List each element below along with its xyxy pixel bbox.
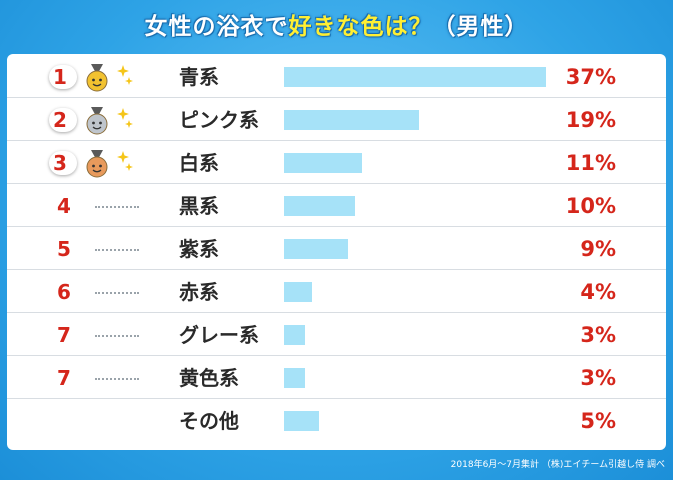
value-bar bbox=[284, 411, 319, 431]
rank-number: 4 bbox=[57, 194, 71, 218]
ranking-row: 7 黄色系 3% bbox=[7, 357, 666, 399]
category-label: 青系 bbox=[179, 65, 219, 89]
dotted-leader bbox=[95, 378, 139, 380]
ranking-row: 3 白系 11% bbox=[7, 142, 666, 184]
title-part-2: 好きな色は？ bbox=[288, 14, 433, 40]
value-label: 10% bbox=[565, 194, 616, 218]
value-bar bbox=[284, 196, 355, 216]
title-part-3: （男性） bbox=[432, 14, 529, 40]
value-bar bbox=[284, 153, 362, 173]
value-label: 37% bbox=[565, 65, 616, 89]
rank-number: 6 bbox=[57, 280, 71, 304]
value-bar bbox=[284, 67, 546, 87]
rank-number: 5 bbox=[57, 237, 71, 261]
chart-title: 女性の浴衣で好きな色は？（男性） bbox=[0, 4, 673, 50]
dotted-leader bbox=[95, 335, 139, 337]
value-label: 3% bbox=[580, 323, 616, 347]
rank-number: 3 bbox=[53, 151, 67, 175]
category-label: ピンク系 bbox=[179, 108, 259, 132]
ranking-panel: 1 青系 37% 2 ピンク系 19% 3 白系 11% 4 黒系 10% 5 紫系 9% 6 赤系 4% 7 グレー… bbox=[7, 54, 666, 450]
value-bar bbox=[284, 239, 348, 259]
value-bar bbox=[284, 325, 305, 345]
ranking-row: その他 5% bbox=[7, 400, 666, 442]
rank-number: 7 bbox=[57, 323, 71, 347]
ranking-row: 6 赤系 4% bbox=[7, 271, 666, 313]
rank-number: 7 bbox=[57, 366, 71, 390]
category-label: 赤系 bbox=[179, 280, 219, 304]
category-label: グレー系 bbox=[179, 323, 259, 347]
gold-medal-icon bbox=[86, 64, 133, 92]
category-label: 黄色系 bbox=[179, 366, 239, 390]
dotted-leader bbox=[95, 206, 139, 208]
dotted-leader bbox=[95, 249, 139, 251]
value-label: 19% bbox=[565, 108, 616, 132]
value-bar bbox=[284, 368, 305, 388]
value-label: 3% bbox=[580, 366, 616, 390]
value-label: 11% bbox=[565, 151, 616, 175]
ranking-row: 2 ピンク系 19% bbox=[7, 99, 666, 141]
ranking-row: 1 青系 37% bbox=[7, 56, 666, 98]
source-footnote: 2018年6月〜7月集計 （株)エイチーム引越し侍 調べ bbox=[450, 460, 665, 470]
rank-number: 2 bbox=[53, 108, 67, 132]
value-label: 9% bbox=[580, 237, 616, 261]
value-label: 5% bbox=[580, 409, 616, 433]
rank-badge bbox=[49, 65, 77, 89]
ranking-row: 5 紫系 9% bbox=[7, 228, 666, 270]
rank-badge bbox=[49, 108, 77, 132]
value-label: 4% bbox=[580, 280, 616, 304]
category-label: 白系 bbox=[179, 151, 219, 175]
bronze-medal-icon bbox=[86, 150, 133, 178]
value-bar bbox=[284, 282, 312, 302]
ranking-row: 7 グレー系 3% bbox=[7, 314, 666, 356]
category-label: その他 bbox=[179, 409, 239, 433]
title-part-1: 女性の浴衣で bbox=[144, 14, 289, 40]
rank-number: 1 bbox=[53, 65, 67, 89]
silver-medal-icon bbox=[86, 107, 133, 135]
category-label: 紫系 bbox=[179, 237, 219, 261]
dotted-leader bbox=[95, 292, 139, 294]
category-label: 黒系 bbox=[179, 194, 219, 218]
rank-badge bbox=[49, 151, 77, 175]
ranking-row: 4 黒系 10% bbox=[7, 185, 666, 227]
value-bar bbox=[284, 110, 419, 130]
